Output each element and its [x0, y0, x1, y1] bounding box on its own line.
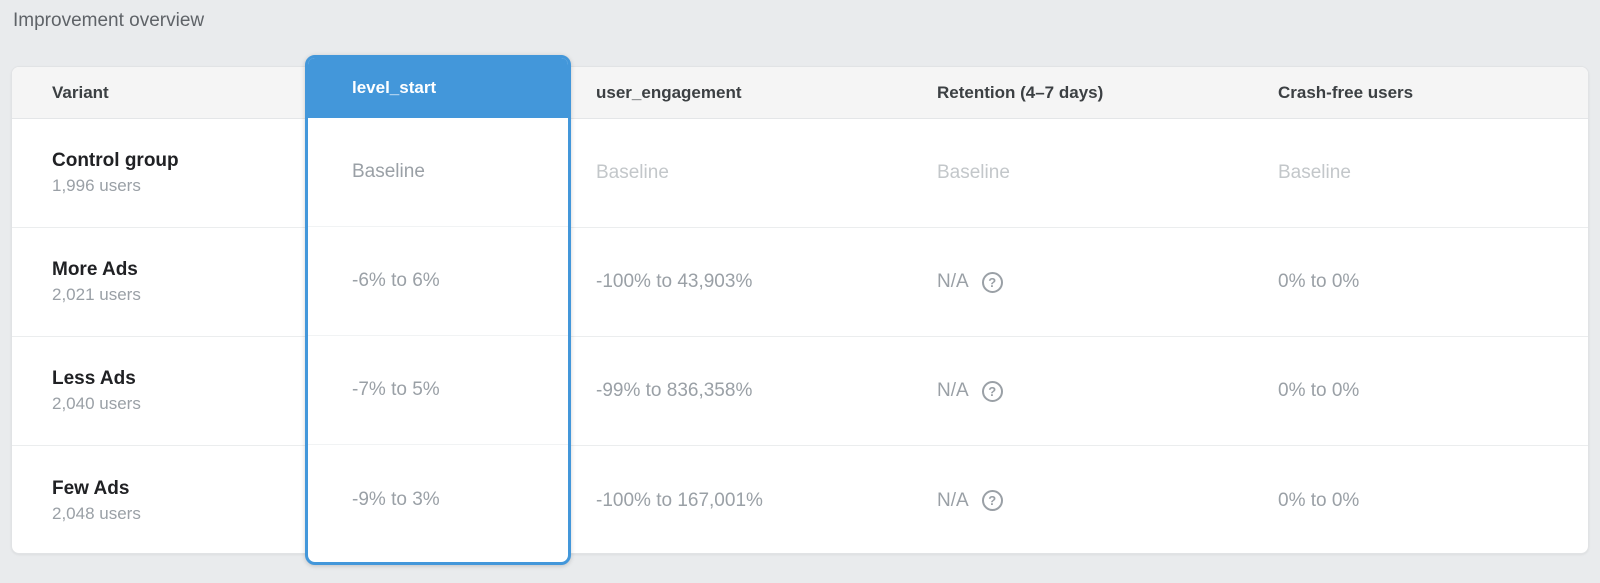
retention-cell: N/A ? [913, 228, 1254, 336]
column-header-user-engagement[interactable]: user_engagement [596, 82, 742, 102]
level-start-cell: -7% to 5% [308, 336, 568, 445]
level-start-cell: -6% to 6% [308, 227, 568, 336]
variant-name: More Ads [52, 259, 138, 280]
variant-user-count: 2,021 users [52, 285, 141, 304]
variant-cell: Control group 1,996 users [12, 119, 306, 227]
variant-cell: Less Ads 2,040 users [12, 337, 306, 445]
crash-free-cell: Baseline [1278, 162, 1351, 183]
help-circle-icon[interactable]: ? [981, 271, 1003, 293]
retention-cell: N/A ? [913, 337, 1254, 445]
crash-free-cell: 0% to 0% [1278, 489, 1360, 511]
user-engagement-cell: -100% to 167,001% [596, 489, 763, 511]
table-row-control-group: Control group 1,996 users Baseline Basel… [12, 119, 1588, 228]
selected-metric-column[interactable]: level_start Baseline -6% to 6% -7% to 5%… [305, 55, 571, 565]
retention-value: N/A [937, 380, 969, 401]
column-header-crash-free[interactable]: Crash-free users [1278, 82, 1414, 102]
variant-name: Few Ads [52, 477, 130, 499]
retention-value: N/A [937, 489, 969, 511]
variant-name: Control group [52, 150, 179, 171]
variant-user-count: 1,996 users [52, 176, 141, 195]
column-header-variant[interactable]: Variant [52, 82, 109, 102]
user-engagement-cell: -100% to 43,903% [596, 271, 753, 292]
improvement-overview-table: Variant user_engagement Retention (4–7 d… [11, 66, 1589, 554]
help-circle-icon[interactable]: ? [981, 380, 1003, 402]
table-row-few-ads: Few Ads 2,048 users -100% to 167,001% N/… [12, 446, 1588, 553]
variant-cell: More Ads 2,021 users [12, 228, 306, 336]
level-start-cell: Baseline [308, 118, 568, 227]
retention-cell: Baseline [937, 162, 1010, 183]
table-row-more-ads: More Ads 2,021 users -100% to 43,903% N/… [12, 228, 1588, 337]
retention-cell: N/A ? [913, 446, 1254, 553]
variant-name: Less Ads [52, 368, 136, 389]
column-header-retention[interactable]: Retention (4–7 days) [937, 82, 1104, 102]
retention-value: N/A [937, 271, 969, 292]
help-circle-icon[interactable]: ? [981, 490, 1003, 511]
user-engagement-cell: Baseline [596, 162, 669, 183]
crash-free-cell: 0% to 0% [1278, 380, 1360, 401]
selected-metric-header[interactable]: level_start [308, 58, 568, 118]
table-header-row: Variant user_engagement Retention (4–7 d… [12, 67, 1588, 119]
variant-user-count: 2,048 users [52, 503, 141, 523]
user-engagement-cell: -99% to 836,358% [596, 380, 753, 401]
variant-user-count: 2,040 users [52, 394, 141, 413]
level-start-cell: -9% to 3% [352, 488, 440, 510]
variant-cell: Few Ads 2,048 users [12, 446, 306, 553]
table-row-less-ads: Less Ads 2,040 users -99% to 836,358% N/… [12, 337, 1588, 446]
page-title: Improvement overview [13, 10, 205, 31]
crash-free-cell: 0% to 0% [1278, 271, 1360, 292]
